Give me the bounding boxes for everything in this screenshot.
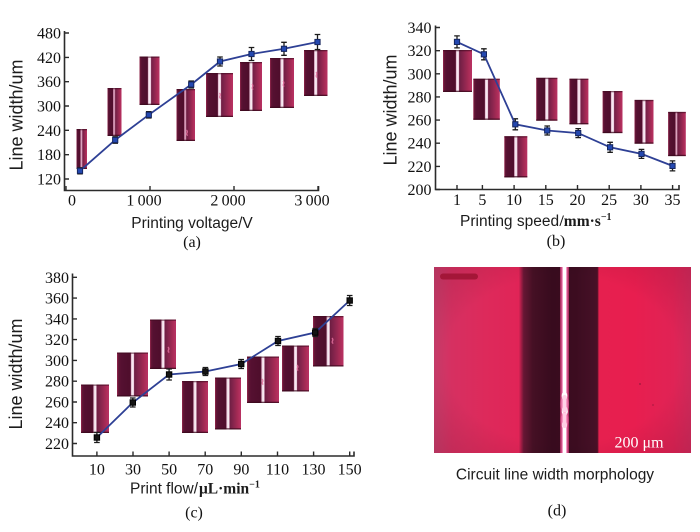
svg-text:15: 15 <box>538 192 554 209</box>
svg-text:0: 0 <box>68 193 76 210</box>
svg-text:1: 1 <box>453 192 461 209</box>
svg-text:120: 120 <box>37 172 61 189</box>
svg-text:380: 380 <box>45 270 69 287</box>
svg-text:300: 300 <box>408 66 432 83</box>
svg-text:110: 110 <box>266 462 289 479</box>
svg-text:180: 180 <box>37 147 61 164</box>
svg-text:1 000: 1 000 <box>126 193 161 210</box>
svg-text:130: 130 <box>302 462 326 479</box>
svg-text:(d): (d) <box>548 503 567 520</box>
svg-text:360: 360 <box>45 291 69 308</box>
svg-text:150: 150 <box>338 462 362 479</box>
svg-text:260: 260 <box>408 113 432 130</box>
svg-text:/mm·s−1: /mm·s−1 <box>559 212 612 230</box>
svg-text:480: 480 <box>37 26 61 43</box>
svg-text:(c): (c) <box>185 505 203 522</box>
svg-text:Circuit line width morphology: Circuit line width morphology <box>456 467 654 484</box>
svg-text:200 μm: 200 μm <box>614 435 664 452</box>
svg-text:Line width/um: Line width/um <box>6 318 26 429</box>
svg-text:(b): (b) <box>547 233 566 250</box>
svg-text:10: 10 <box>89 462 105 479</box>
svg-text:240: 240 <box>408 136 432 153</box>
svg-text:320: 320 <box>45 332 69 349</box>
svg-text:35: 35 <box>665 192 681 209</box>
svg-text:320: 320 <box>408 43 432 60</box>
svg-text:220: 220 <box>45 436 69 453</box>
svg-text:Printing voltage/V: Printing voltage/V <box>131 215 253 232</box>
svg-text:90: 90 <box>233 462 249 479</box>
svg-text:220: 220 <box>408 159 432 176</box>
svg-text:300: 300 <box>37 99 61 116</box>
svg-text:5: 5 <box>478 192 486 209</box>
svg-text:420: 420 <box>37 50 61 67</box>
svg-text:240: 240 <box>37 123 61 140</box>
svg-text:30: 30 <box>633 192 649 209</box>
svg-text:300: 300 <box>45 353 69 370</box>
svg-text:10: 10 <box>506 192 522 209</box>
svg-text:Printing speed: Printing speed <box>460 213 559 230</box>
svg-text:280: 280 <box>408 89 432 106</box>
svg-text:50: 50 <box>161 462 177 479</box>
svg-text:Print flow/: Print flow/ <box>130 481 199 498</box>
svg-text:340: 340 <box>45 311 69 328</box>
svg-text:Line width/um: Line width/um <box>7 59 27 170</box>
svg-text:25: 25 <box>601 192 617 209</box>
svg-text:30: 30 <box>125 462 141 479</box>
svg-text:Line width/um: Line width/um <box>381 54 401 165</box>
svg-text:260: 260 <box>45 394 69 411</box>
svg-text:3 000: 3 000 <box>294 193 329 210</box>
svg-text:200: 200 <box>408 182 432 199</box>
svg-text:340: 340 <box>408 20 432 37</box>
svg-text:2 000: 2 000 <box>210 193 245 210</box>
svg-text:280: 280 <box>45 374 69 391</box>
svg-text:(a): (a) <box>183 234 201 251</box>
svg-text:240: 240 <box>45 415 69 432</box>
svg-text:360: 360 <box>37 74 61 91</box>
svg-text:μL·min−1: μL·min−1 <box>199 480 260 498</box>
svg-text:20: 20 <box>569 192 585 209</box>
svg-text:70: 70 <box>197 462 213 479</box>
